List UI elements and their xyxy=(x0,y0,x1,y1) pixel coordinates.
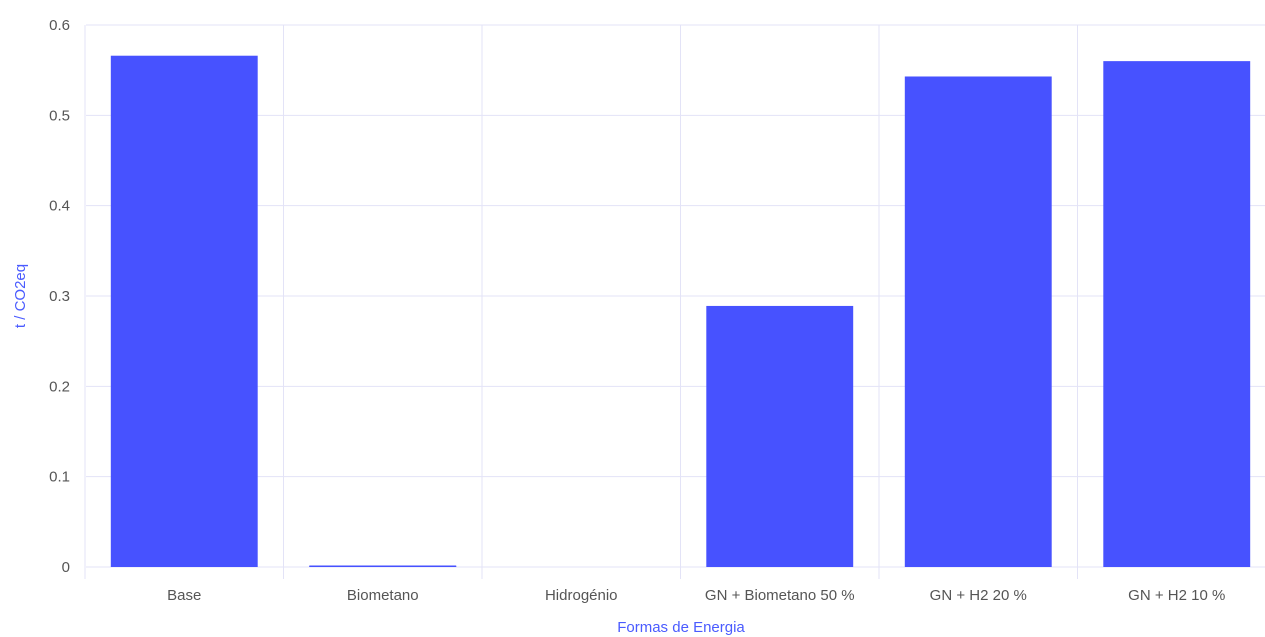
bar xyxy=(1103,61,1251,568)
x-tick-label: GN + H2 20 % xyxy=(930,587,1027,604)
y-tick-label: 0 xyxy=(62,559,70,576)
y-tick-label: 0.5 xyxy=(49,107,70,124)
y-tick-label: 0.4 xyxy=(49,198,70,215)
x-tick-label: GN + Biometano 50 % xyxy=(705,587,855,604)
x-tick-label: Base xyxy=(167,587,201,604)
y-tick-label: 0.1 xyxy=(49,469,70,486)
x-tick-label: GN + H2 10 % xyxy=(1128,587,1225,604)
y-axis-title: t / CO2eq xyxy=(12,264,29,328)
y-axis-ticks: 0 0.1 0.2 0.3 0.4 0.5 0.6 xyxy=(49,17,70,576)
y-tick-label: 0.6 xyxy=(49,17,70,34)
x-axis-title: Formas de Energia xyxy=(617,619,745,636)
x-tick-label: Biometano xyxy=(347,587,419,604)
y-tick-label: 0.2 xyxy=(49,378,70,395)
bar xyxy=(110,55,258,568)
y-tick-label: 0.3 xyxy=(49,288,70,305)
grid-lines xyxy=(84,24,1265,579)
x-axis-ticks: Base Biometano Hidrogénio GN + Biometano 50… xyxy=(167,587,1225,604)
bar-min-mark xyxy=(309,565,457,567)
bar xyxy=(706,305,854,567)
bars xyxy=(110,55,1251,568)
x-tick-label: Hidrogénio xyxy=(545,587,618,604)
bar xyxy=(904,76,1052,568)
